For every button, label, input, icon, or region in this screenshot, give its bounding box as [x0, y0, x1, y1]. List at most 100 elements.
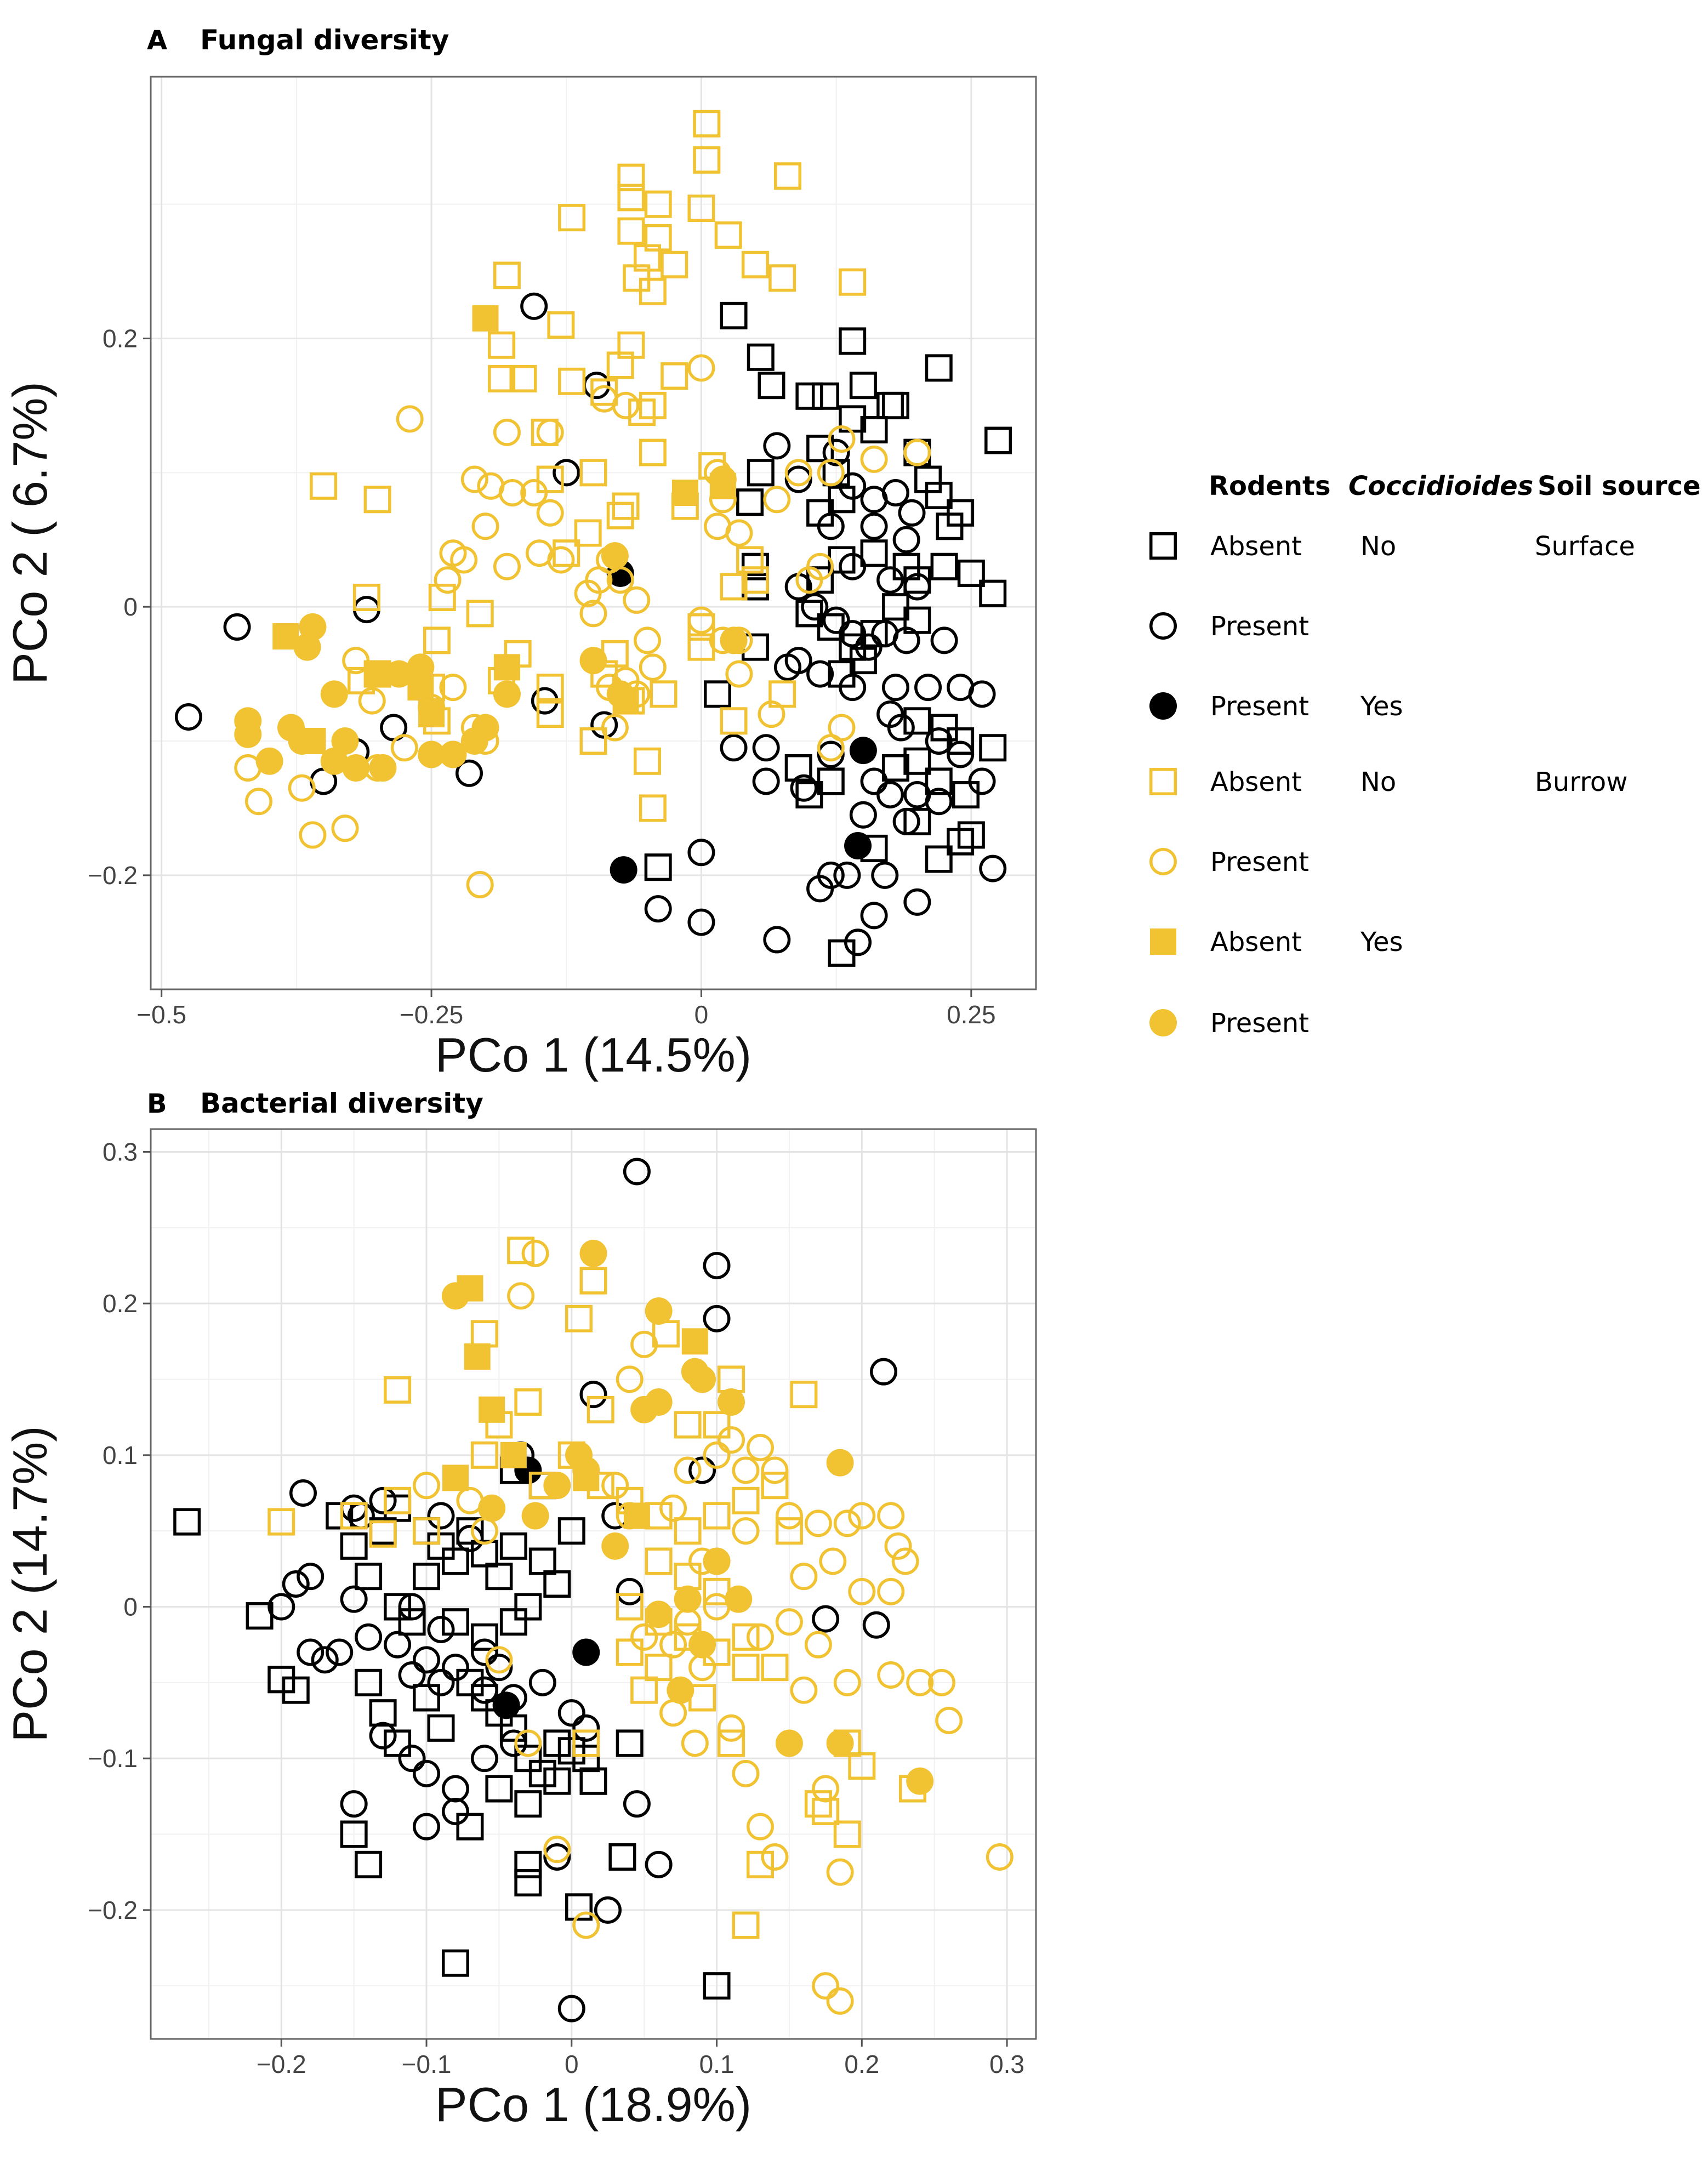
panel-a-point	[849, 801, 877, 829]
panel-b-point	[688, 1654, 716, 1682]
panel-a-point	[876, 391, 904, 419]
panel-a-point	[493, 680, 521, 708]
panel-a-point	[687, 613, 715, 641]
panel-b-point	[826, 1729, 854, 1757]
panel-b-point	[761, 1843, 789, 1871]
panel-a-point	[520, 479, 548, 507]
panel-a-point	[703, 512, 731, 540]
panel-b-point	[718, 1426, 745, 1454]
panel-a-point	[342, 754, 370, 782]
panel-a-point	[671, 480, 698, 506]
legend-row: Present Yes	[1149, 691, 1403, 722]
panel-b-point	[732, 1486, 760, 1514]
panel-b-point	[340, 1790, 368, 1818]
panel-a-point	[855, 633, 883, 661]
panel-b-letter: B	[147, 1089, 167, 1119]
panel-b-point	[674, 1585, 702, 1613]
panel-a-point	[439, 674, 467, 702]
panel-b-point	[775, 1517, 803, 1545]
panel-a-letter: A	[147, 25, 167, 56]
panel-a-point	[817, 734, 845, 762]
panel-a-point	[639, 794, 667, 822]
panel-b-point	[703, 1972, 731, 2000]
panel-a-point	[947, 727, 975, 755]
panel-a-point	[407, 653, 435, 681]
panel-a-point	[493, 654, 520, 681]
panel-a-point	[687, 839, 715, 867]
panel-b-point	[514, 1869, 542, 1897]
panel-b-point	[616, 1638, 644, 1666]
panel-b-point	[557, 1995, 585, 2022]
panel-a-point	[418, 701, 445, 728]
panel-b-point	[282, 1676, 310, 1704]
panel-a-point	[925, 354, 953, 382]
panel-b-point	[528, 1668, 556, 1696]
panel-a-point	[223, 613, 251, 641]
panel-b-point	[790, 1676, 818, 1704]
panel-b-x-axis-title: PCo 1 (18.9%)	[435, 2077, 751, 2132]
panel-b-point	[703, 1502, 731, 1530]
panel-a-point	[579, 600, 607, 628]
panel-a-point	[460, 465, 488, 493]
panel-b-point	[812, 1775, 840, 1803]
panel-b-point	[528, 1547, 556, 1575]
panel-b-point	[594, 1896, 622, 1924]
legend-row: Absent Yes	[1150, 927, 1403, 958]
panel-a-point	[639, 438, 667, 466]
panel-b-point	[804, 1631, 832, 1659]
panel-b-point	[355, 1623, 383, 1651]
panel-b-point	[659, 1631, 687, 1659]
panel-b-point	[732, 1517, 760, 1545]
panel-b-point	[478, 1494, 506, 1522]
panel-a-point	[579, 727, 607, 755]
panel-b-point	[499, 1532, 527, 1560]
panel-a-point	[806, 552, 834, 580]
panel-b-point	[645, 1502, 673, 1530]
panel-b-point	[703, 1252, 731, 1279]
panel-a-point	[790, 774, 818, 802]
panel-a-point	[968, 680, 996, 708]
panel-a-point	[547, 546, 575, 574]
panel-b-point	[289, 1479, 317, 1507]
panel-a-point	[255, 747, 283, 775]
panel-a-point	[844, 832, 872, 860]
panel-a-point	[450, 546, 478, 574]
legend-header-coccidioides: Coccidioides	[1348, 471, 1533, 502]
panel-b-point	[427, 1714, 455, 1742]
panel-a-point	[342, 647, 370, 675]
panel-b-point	[521, 1502, 549, 1530]
panel-a-point	[903, 747, 931, 775]
panel-a-point	[310, 472, 338, 500]
panel-b-point	[848, 1502, 876, 1530]
panel-b-point	[470, 1540, 498, 1568]
panel-b-point	[986, 1843, 1014, 1871]
panel-a-point	[606, 351, 634, 379]
panel-b-point	[413, 1563, 441, 1591]
panel-b-point	[833, 1509, 861, 1537]
panel-b-point	[616, 1365, 644, 1393]
panel-b-point	[630, 1330, 658, 1358]
panel-a-point	[784, 465, 812, 493]
panel-b-point	[413, 1813, 441, 1841]
panel-b-ticks: −0.2 −0.1 0 0.1 0.2 0.3 −0.2 −0.1 0 0.1 0.2 0.3	[88, 1138, 1024, 2079]
panel-a-point	[358, 687, 386, 715]
panel-b-point	[456, 1525, 484, 1552]
panel-b-point	[326, 1502, 354, 1530]
panel-b-point	[790, 1381, 818, 1409]
panel-a-point	[687, 908, 715, 936]
panel-a-point	[331, 814, 359, 842]
panel-b-point	[485, 1654, 513, 1682]
panel-a-point	[466, 871, 494, 899]
panel-a-point	[590, 385, 618, 413]
panel-b-point	[623, 1790, 651, 1818]
panel-b-point	[862, 1611, 890, 1639]
panel-b-point	[761, 1654, 789, 1682]
panel-a-point	[806, 660, 834, 688]
panel-a-point	[174, 703, 202, 731]
panel-b-point	[761, 1456, 789, 1484]
panel-a-point	[639, 277, 667, 305]
panel-a-point	[768, 264, 796, 292]
legend-row: Present	[1149, 611, 1309, 642]
panel-b-point	[384, 1486, 412, 1514]
